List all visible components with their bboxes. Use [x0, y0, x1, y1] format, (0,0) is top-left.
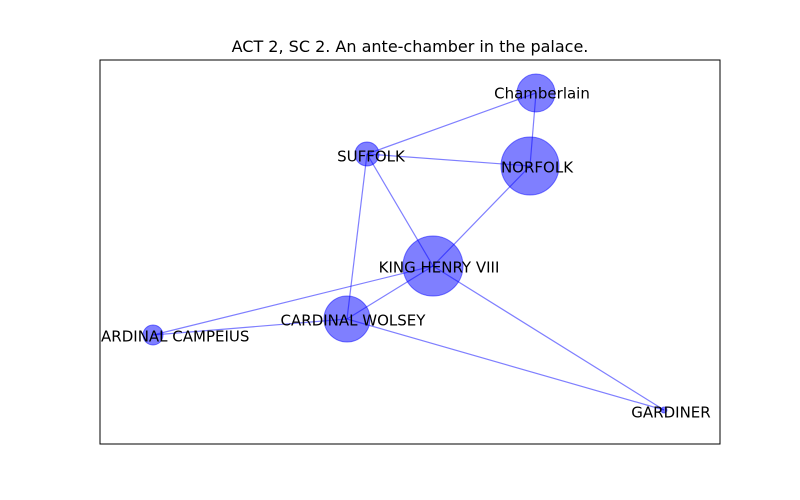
node-label-campeius: CARDINAL CAMPEIUS: [91, 328, 250, 346]
node-label-norfolk: NORFOLK: [501, 159, 574, 177]
edge-wolsey-campeius: [152, 318, 348, 336]
edge-wolsey-gardiner: [346, 318, 665, 411]
node-wolsey: [323, 295, 371, 343]
node-label-wolsey: CARDINAL WOLSEY: [281, 312, 427, 330]
edge-suffolk-wolsey: [346, 153, 368, 320]
edge-chamberlain-suffolk: [366, 92, 537, 155]
diagram-title: ACT 2, SC 2. An ante-chamber in the pala…: [232, 37, 589, 56]
node-norfolk: [500, 136, 560, 196]
edge-king-campeius: [152, 265, 434, 336]
node-king: [402, 235, 464, 297]
node-chamberlain: [516, 73, 556, 113]
node-label-suffolk: SUFFOLK: [337, 148, 406, 166]
nodes-layer: [142, 73, 668, 414]
node-label-king: KING HENRY VIII: [379, 259, 500, 277]
node-campeius: [142, 324, 164, 346]
node-suffolk: [354, 141, 380, 167]
edge-king-gardiner: [432, 265, 665, 411]
node-label-gardiner: GARDINER: [631, 404, 710, 422]
labels-layer: Chamberlain SUFFOLK NORFOLK KING HENRY VIII…: [91, 85, 711, 422]
node-label-chamberlain: Chamberlain: [494, 85, 590, 103]
plot-frame: [99, 59, 721, 445]
node-gardiner: [660, 406, 668, 414]
